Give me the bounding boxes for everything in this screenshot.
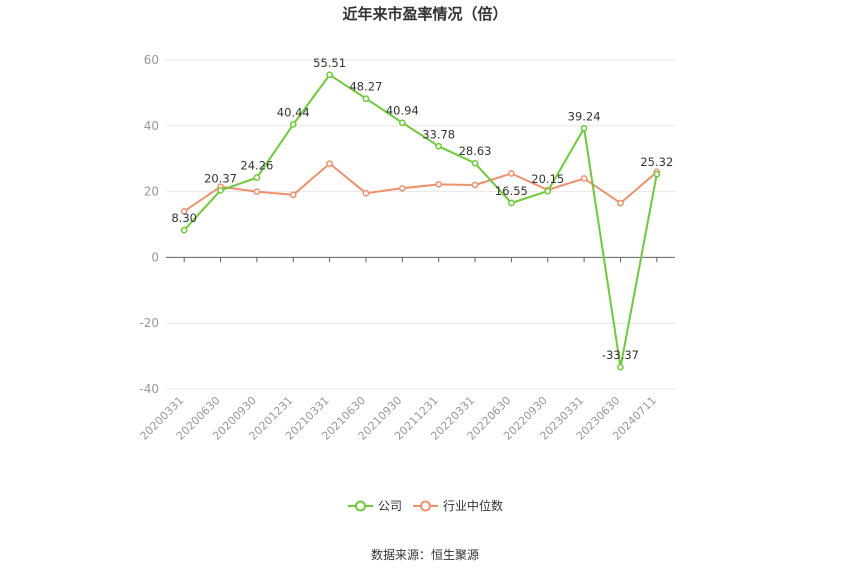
data-point — [580, 124, 588, 132]
y-tick-label: 20 — [144, 185, 159, 199]
data-point — [398, 119, 406, 127]
x-axis: 2020033120200630202009302020123120210331… — [138, 256, 675, 443]
legend[interactable]: 公司 行业中位数 — [348, 498, 503, 513]
data-point — [653, 170, 661, 178]
data-label: 33.78 — [422, 127, 455, 141]
y-axis: 60 40 20 0 -20 -40 — [139, 53, 159, 396]
data-point — [580, 175, 588, 182]
data-point — [398, 184, 406, 192]
chart-title: 近年来市盈率情况（倍） — [342, 5, 507, 23]
data-point — [180, 207, 188, 215]
data-point — [544, 187, 552, 195]
data-label: 24.26 — [240, 159, 273, 173]
data-point — [289, 191, 297, 199]
data-label: 16.55 — [495, 184, 528, 198]
data-point — [435, 181, 443, 188]
data-point — [362, 95, 370, 102]
data-label: -33.37 — [602, 348, 639, 362]
source-note: 数据来源：恒生聚源 — [371, 547, 479, 562]
y-tick-label: -20 — [139, 316, 159, 330]
data-label: 48.27 — [349, 80, 382, 94]
legend-swatch-marker — [355, 500, 366, 512]
legend-swatch-marker — [420, 500, 431, 512]
data-label: 28.63 — [459, 144, 492, 158]
series-lines — [180, 71, 661, 371]
data-label: 8.30 — [171, 211, 197, 225]
legend-item-industry-median[interactable]: 行业中位数 — [413, 498, 503, 513]
data-label: 40.44 — [277, 105, 310, 119]
data-point — [180, 226, 188, 234]
legend-label: 行业中位数 — [443, 498, 503, 513]
y-tick-label: 60 — [144, 53, 159, 67]
series-line-industry-median — [183, 162, 658, 213]
data-point — [508, 170, 515, 177]
data-point — [326, 71, 333, 79]
data-point — [326, 160, 333, 167]
data-label: 20.15 — [531, 172, 564, 186]
data-point — [217, 187, 224, 194]
data-label: 55.51 — [313, 56, 346, 70]
y-tick-label: -40 — [139, 382, 159, 396]
legend-item-company[interactable]: 公司 — [348, 499, 402, 513]
data-point — [362, 189, 370, 197]
legend-label: 公司 — [378, 499, 402, 513]
data-point — [471, 181, 479, 189]
data-label: 20.37 — [204, 171, 237, 185]
data-point — [435, 142, 443, 150]
data-point — [617, 199, 624, 207]
data-point — [289, 121, 297, 128]
data-point — [617, 363, 624, 371]
series-line-company — [183, 73, 658, 369]
data-label: 40.94 — [386, 104, 419, 118]
data-point — [253, 188, 261, 195]
y-tick-label: 40 — [144, 119, 159, 133]
y-tick-label: 0 — [151, 250, 159, 264]
data-point — [471, 159, 479, 167]
data-label: 39.24 — [568, 109, 601, 123]
data-point — [253, 174, 261, 181]
data-point — [508, 199, 515, 207]
data-label: 25.32 — [640, 155, 673, 169]
